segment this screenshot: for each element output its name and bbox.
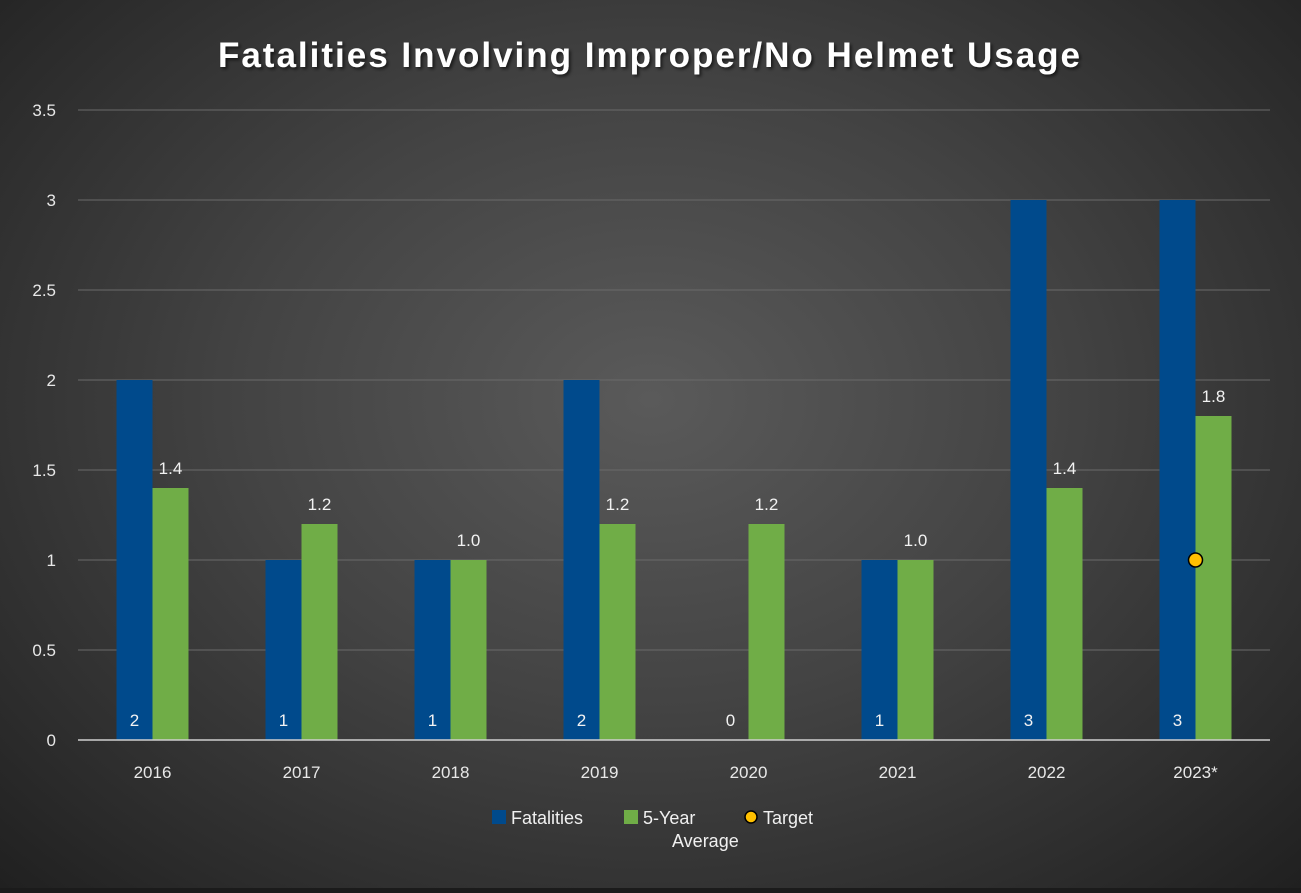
bars [116, 200, 1232, 740]
target-marker [1187, 552, 1204, 568]
data-label-5-year-average: 1.2 [606, 495, 630, 514]
bar-fatalities [1159, 200, 1196, 740]
x-tick-label: 2023* [1173, 763, 1218, 782]
data-label-5-year-average: 1.2 [755, 495, 779, 514]
data-label-fatalities: 2 [577, 711, 586, 730]
legend: Fatalities 5-Year Average Target [492, 808, 813, 851]
bar-5-year-average [1195, 416, 1232, 740]
x-tick-label: 2022 [1028, 763, 1066, 782]
data-label-fatalities: 2 [130, 711, 139, 730]
chart-title: Fatalities Involving Improper/No Helmet … [218, 36, 1082, 75]
y-tick-label: 3 [47, 191, 56, 210]
legend-marker [744, 810, 758, 824]
legend-swatch [624, 810, 638, 824]
data-label-5-year-average: 1.0 [904, 531, 928, 550]
x-tick-label: 2016 [134, 763, 172, 782]
y-tick-label: 1.5 [32, 461, 56, 480]
x-tick-label: 2021 [879, 763, 917, 782]
bar-fatalities [265, 560, 302, 740]
data-label-5-year-average: 1.4 [1053, 459, 1077, 478]
legend-label: 5-Year [643, 808, 695, 828]
data-label-fatalities: 1 [279, 711, 288, 730]
data-label-5-year-average: 1.4 [159, 459, 183, 478]
data-label-5-year-average: 1.2 [308, 495, 332, 514]
y-tick-label: 1 [47, 551, 56, 570]
y-tick-label: 0.5 [32, 641, 56, 660]
data-label-fatalities: 0 [726, 711, 735, 730]
data-label-5-year-average: 1.8 [1202, 387, 1226, 406]
bar-fatalities [414, 560, 451, 740]
bar-5-year-average [748, 524, 785, 740]
gridlines [78, 109, 1270, 651]
y-tick-label: 2.5 [32, 281, 56, 300]
legend-swatch [492, 810, 506, 824]
bar-fatalities [861, 560, 898, 740]
data-label-fatalities: 1 [875, 711, 884, 730]
y-tick-label: 3.5 [32, 101, 56, 120]
bar-5-year-average [450, 560, 487, 740]
bar-5-year-average [301, 524, 338, 740]
legend-label: Average [672, 831, 739, 851]
bar-5-year-average [152, 488, 189, 740]
x-tick-label: 2017 [283, 763, 321, 782]
data-label-fatalities: 3 [1173, 711, 1182, 730]
bar-5-year-average [599, 524, 636, 740]
x-tick-label: 2019 [581, 763, 619, 782]
bar-5-year-average [897, 560, 934, 740]
data-labels: 2 1.4 1 1.2 1 1.0 2 1.2 0 1.2 1 1.0 3 1.4 3 1.8 [130, 387, 1226, 730]
data-label-5-year-average: 1.0 [457, 531, 481, 550]
legend-label: Target [763, 808, 813, 828]
bar-fatalities [1010, 200, 1047, 740]
x-tick-label: 2020 [730, 763, 768, 782]
y-tick-label: 2 [47, 371, 56, 390]
bar-fatalities [563, 380, 600, 740]
legend-label: Fatalities [511, 808, 583, 828]
data-label-fatalities: 1 [428, 711, 437, 730]
bar-fatalities [116, 380, 153, 740]
y-tick-label: 0 [47, 731, 56, 750]
x-tick-label: 2018 [432, 763, 470, 782]
data-label-fatalities: 3 [1024, 711, 1033, 730]
bar-5-year-average [1046, 488, 1083, 740]
